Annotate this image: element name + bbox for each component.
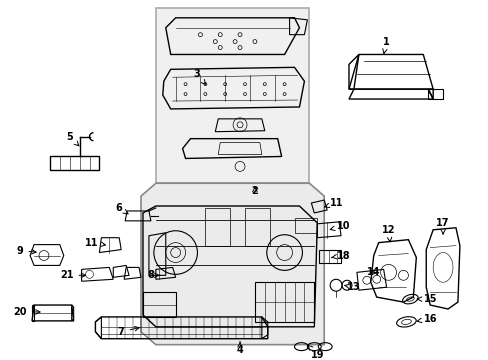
Text: 16: 16 xyxy=(416,314,436,324)
Polygon shape xyxy=(141,183,324,345)
Text: 2: 2 xyxy=(251,186,258,196)
Text: 21: 21 xyxy=(60,270,85,280)
Text: 18: 18 xyxy=(331,251,350,261)
Text: 8: 8 xyxy=(147,270,160,280)
Text: 5: 5 xyxy=(66,132,79,146)
Text: 11: 11 xyxy=(84,238,105,248)
Text: 11: 11 xyxy=(324,198,343,208)
Text: 9: 9 xyxy=(17,246,36,256)
Text: 12: 12 xyxy=(381,225,394,242)
Text: 19: 19 xyxy=(307,345,324,360)
Text: 4: 4 xyxy=(236,342,243,355)
Text: 3: 3 xyxy=(193,69,205,84)
Text: 14: 14 xyxy=(366,267,380,277)
Text: 6: 6 xyxy=(116,203,128,214)
Text: 17: 17 xyxy=(435,218,449,234)
Text: 7: 7 xyxy=(118,327,139,337)
Text: 15: 15 xyxy=(416,294,436,304)
Text: 1: 1 xyxy=(382,37,389,53)
Text: 10: 10 xyxy=(329,221,350,231)
Text: 13: 13 xyxy=(344,282,360,292)
Text: 20: 20 xyxy=(13,307,40,317)
Bar xyxy=(156,8,309,183)
